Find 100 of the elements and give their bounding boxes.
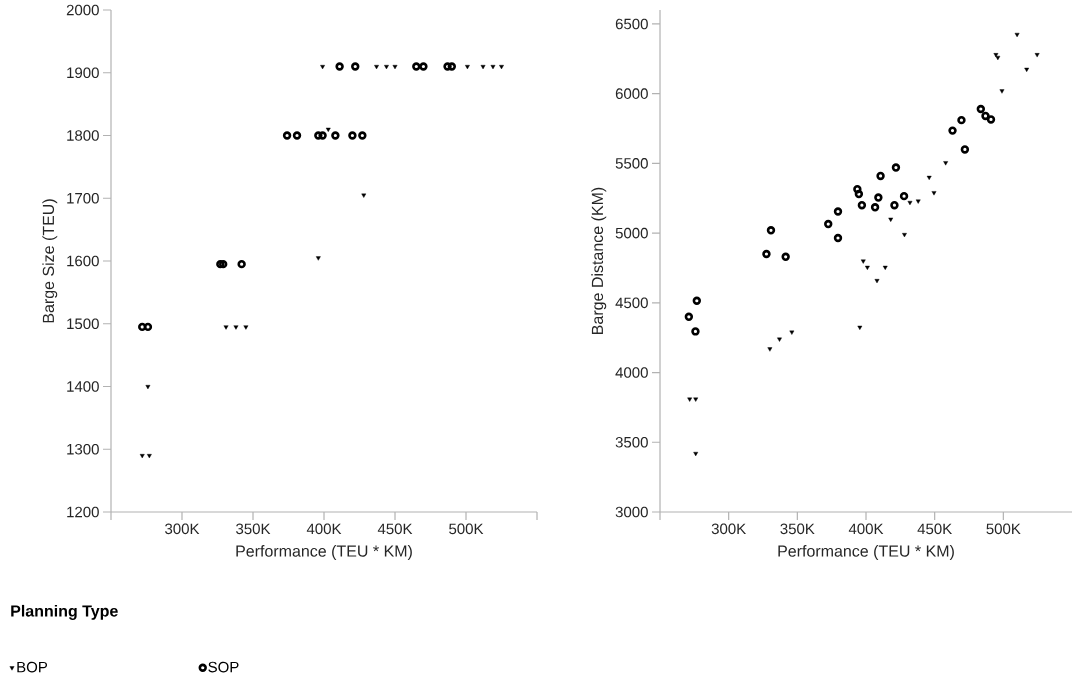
point	[857, 201, 867, 210]
point	[320, 65, 325, 70]
point	[243, 325, 249, 330]
point	[318, 131, 327, 140]
x-axis-title: Performance (TEU * KM)	[778, 545, 954, 560]
point	[325, 127, 331, 132]
x-axis-title: Performance (TEU * KM)	[236, 545, 412, 560]
point	[361, 193, 367, 198]
point	[882, 265, 888, 270]
point	[781, 252, 790, 262]
point	[419, 62, 428, 71]
point	[860, 259, 866, 264]
point	[335, 62, 344, 71]
point	[691, 327, 700, 336]
point	[891, 163, 901, 172]
point	[282, 131, 292, 140]
y-tick-label: 4500	[615, 297, 648, 309]
point	[902, 233, 907, 238]
point	[216, 259, 225, 269]
point	[762, 249, 771, 259]
point	[146, 454, 152, 459]
x-tick-label: 350K	[780, 523, 815, 535]
point	[907, 200, 913, 206]
point	[890, 201, 899, 210]
point	[412, 62, 421, 71]
point	[480, 65, 486, 70]
point	[853, 184, 862, 194]
legend-title: Planning Type	[11, 604, 118, 620]
point	[789, 330, 795, 335]
point	[999, 89, 1005, 94]
point	[490, 65, 496, 70]
point	[854, 189, 864, 199]
y-tick-label: 6500	[615, 18, 648, 30]
y-tick-label: 5000	[615, 227, 648, 239]
y-tick-label: 3000	[615, 506, 648, 518]
point	[348, 131, 357, 140]
point	[443, 62, 452, 71]
point	[684, 312, 694, 321]
point	[833, 207, 843, 216]
x-tick-label: 500K	[449, 523, 484, 535]
y-tick-label: 1200	[67, 506, 99, 518]
point	[876, 171, 885, 181]
y-axis-title: Barge Size (TEU)	[42, 199, 58, 323]
point	[1014, 32, 1020, 38]
y-tick-label: 1700	[67, 192, 99, 204]
point	[237, 259, 246, 269]
point	[766, 226, 776, 235]
legend-label: SOP	[208, 661, 239, 673]
point	[948, 126, 957, 135]
y-tick-label: 3500	[615, 436, 648, 448]
point	[145, 385, 151, 390]
point	[447, 62, 457, 71]
y-tick-label: 2000	[66, 4, 99, 16]
y-axis-title: Barge Distance (KM)	[591, 187, 607, 334]
x-tick-label: 450K	[377, 523, 413, 535]
point	[499, 65, 504, 70]
y-tick-label: 1400	[67, 381, 99, 392]
point	[1034, 53, 1040, 58]
y-tick-label: 1900	[67, 67, 99, 79]
point	[926, 175, 932, 181]
point	[976, 104, 986, 114]
point	[384, 65, 389, 70]
point	[870, 203, 880, 212]
point	[777, 337, 782, 342]
point	[824, 219, 833, 229]
x-tick-label: 450K	[917, 523, 953, 535]
point	[888, 217, 894, 222]
point	[899, 191, 909, 201]
point	[693, 397, 699, 402]
point	[374, 65, 379, 70]
y-tick-label: 4000	[615, 367, 648, 378]
y-tick-label: 6000	[615, 88, 648, 99]
point	[693, 451, 699, 457]
legend-label: BOP	[17, 661, 48, 673]
point	[981, 111, 990, 121]
point	[943, 161, 949, 166]
point	[874, 279, 880, 284]
point	[351, 62, 360, 71]
point	[857, 325, 863, 330]
point	[692, 296, 702, 305]
point	[218, 259, 228, 269]
point	[143, 322, 153, 332]
y-tick-label: 1800	[67, 130, 99, 141]
point	[465, 65, 470, 70]
y-tick-label: 1500	[67, 318, 99, 330]
point	[233, 325, 239, 330]
point	[1024, 67, 1030, 72]
point	[993, 53, 999, 58]
x-tick-label: 350K	[236, 523, 271, 535]
x-tick-label: 400K	[306, 523, 342, 535]
y-tick-label: 1600	[67, 255, 99, 267]
x-tick-label: 400K	[848, 523, 884, 535]
x-tick-label: 300K	[711, 523, 747, 535]
point	[865, 265, 870, 270]
point	[138, 322, 147, 332]
point	[314, 131, 323, 140]
y-tick-label: 1300	[67, 443, 99, 455]
point	[931, 191, 937, 196]
point	[960, 145, 970, 154]
point	[687, 397, 693, 402]
